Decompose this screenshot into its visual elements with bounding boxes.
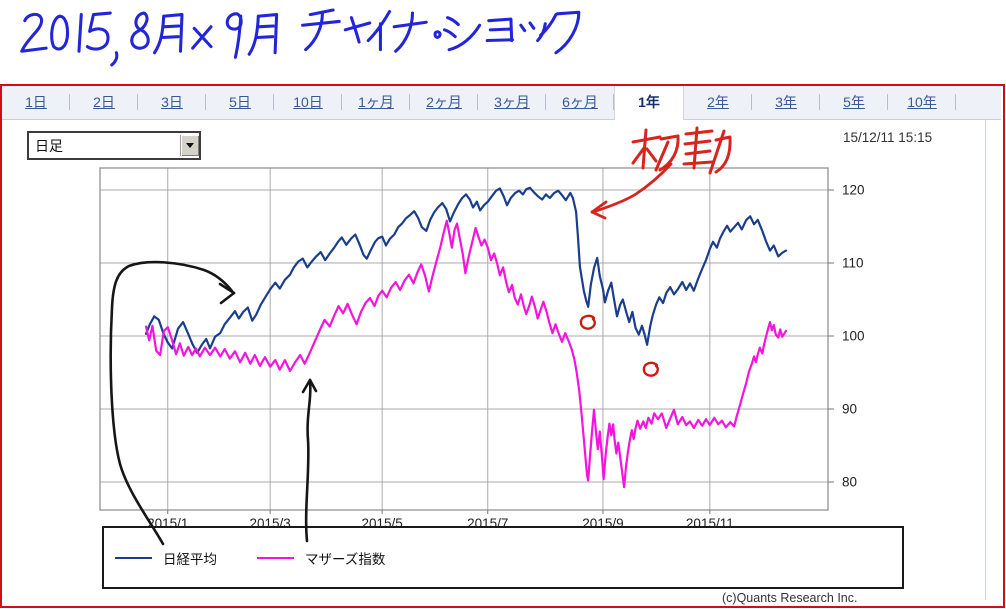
tab-2年[interactable]: 2年 xyxy=(684,86,752,118)
interval-select-value: 日足 xyxy=(35,137,63,154)
interval-select[interactable]: 日足 xyxy=(27,131,201,160)
copyright-text: (c)Quants Research Inc. xyxy=(722,591,858,605)
tab-5年[interactable]: 5年 xyxy=(820,86,888,118)
legend-line-sample xyxy=(115,556,152,559)
tab-1日[interactable]: 1日 xyxy=(2,86,70,118)
legend-entry-マザーズ指数: マザーズ指数 xyxy=(257,548,385,568)
tab-3年[interactable]: 3年 xyxy=(752,86,820,118)
series-line-マザーズ指数 xyxy=(144,219,788,489)
handwritten-title-strokes xyxy=(20,8,581,67)
tab-3ヶ月[interactable]: 3ヶ月 xyxy=(478,86,546,118)
y-tick-label: 80 xyxy=(842,475,857,490)
axis-ticks xyxy=(167,189,834,514)
series-line-日経平均 xyxy=(144,186,788,354)
panel-right-edge xyxy=(985,120,986,600)
y-tick-label: 100 xyxy=(842,329,865,344)
tab-10年[interactable]: 10年 xyxy=(888,86,956,118)
legend-line-sample xyxy=(257,556,294,559)
y-tick-label: 120 xyxy=(842,183,865,198)
tab-2ヶ月[interactable]: 2ヶ月 xyxy=(410,86,478,118)
plot-border xyxy=(99,167,829,511)
legend-label: 日経平均 xyxy=(163,551,217,567)
quote-timestamp: 15/12/11 15:15 xyxy=(843,130,933,145)
tab-5日[interactable]: 5日 xyxy=(206,86,274,118)
tab-1年[interactable]: 1年 xyxy=(614,86,684,120)
y-tick-label: 110 xyxy=(842,256,864,271)
legend-entry-日経平均: 日経平均 xyxy=(115,548,217,568)
handwritten-title xyxy=(20,8,581,67)
dropdown-button[interactable] xyxy=(180,135,199,156)
chart-legend: 日経平均 マザーズ指数 xyxy=(102,526,904,589)
tab-1ヶ月[interactable]: 1ヶ月 xyxy=(342,86,410,118)
period-tabbar: 1日 2日 3日 5日 10日 1ヶ月 2ヶ月 3ヶ月 6ヶ月 1年 2年 3年 5年 10年 xyxy=(2,86,1001,120)
gridlines xyxy=(100,168,828,510)
y-tick-label: 90 xyxy=(842,402,857,417)
legend-label: マザーズ指数 xyxy=(305,551,386,567)
tab-2日[interactable]: 2日 xyxy=(70,86,138,118)
chevron-down-icon xyxy=(186,143,194,148)
tab-3日[interactable]: 3日 xyxy=(138,86,206,118)
tab-10日[interactable]: 10日 xyxy=(274,86,342,118)
tab-6ヶ月[interactable]: 6ヶ月 xyxy=(546,86,614,118)
